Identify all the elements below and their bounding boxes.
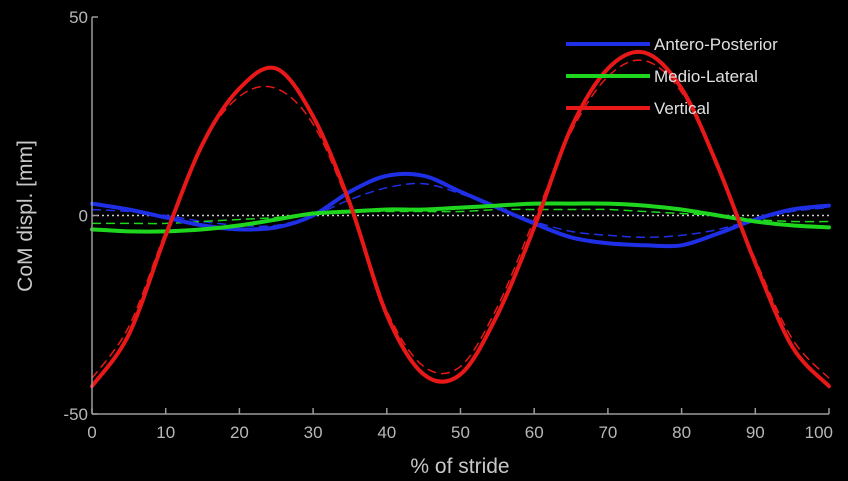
x-tick-label: 30 (304, 423, 323, 442)
legend-label: Vertical (654, 99, 710, 118)
x-tick-label: 0 (87, 423, 96, 442)
x-tick-label: 60 (525, 423, 544, 442)
y-axis-label: CoM displ. [mm] (14, 140, 37, 292)
series-layer (90, 49, 831, 389)
legend-label: Antero-Posterior (654, 35, 778, 54)
legend: Antero-Posterior Medio-Lateral Vertical (566, 35, 778, 118)
x-axis-label: % of stride (410, 455, 509, 478)
y-tick-label: 50 (69, 8, 88, 27)
series-reference-line (91, 182, 830, 239)
series-line (90, 49, 831, 389)
x-tick-label: 40 (377, 423, 396, 442)
x-tick-label: 100 (805, 423, 833, 442)
x-tick-label: 70 (598, 423, 617, 442)
y-tick-label: 0 (79, 207, 88, 226)
x-tick-label: 90 (746, 423, 765, 442)
series-line (90, 201, 831, 234)
x-tick-label: 10 (156, 423, 175, 442)
y-tick-label: -50 (63, 405, 88, 424)
plot-area (92, 17, 829, 414)
x-tick-label: 20 (230, 423, 249, 442)
x-tick-label: 80 (672, 423, 691, 442)
x-tick-label: 50 (451, 423, 470, 442)
series-reference-line (91, 59, 830, 379)
legend-label: Medio-Lateral (654, 67, 758, 86)
